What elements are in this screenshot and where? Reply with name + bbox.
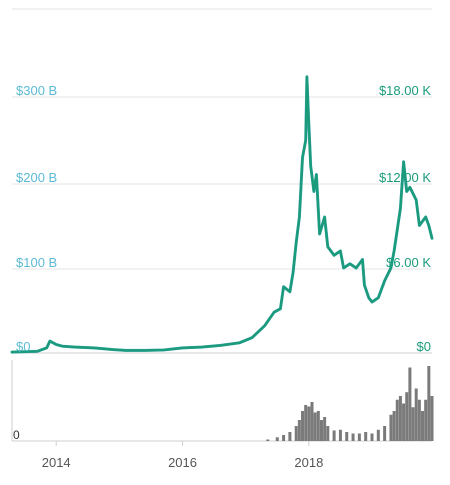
volume-bar <box>370 433 374 441</box>
volume-bar <box>319 420 323 441</box>
volume-bar <box>376 429 380 441</box>
volume-layer <box>266 366 434 441</box>
volume-bar <box>411 407 415 441</box>
volume-bar <box>345 432 349 441</box>
market-cap-line <box>10 75 434 354</box>
grid-layer <box>11 96 432 446</box>
volume-bar <box>421 411 425 441</box>
volume-bar <box>316 411 320 441</box>
left-tick-label: $200 B <box>16 170 57 185</box>
volume-bar <box>338 429 342 441</box>
volume-bar <box>414 388 418 441</box>
volume-bar <box>408 367 412 441</box>
volume-bar <box>313 412 317 441</box>
price-line <box>10 75 434 354</box>
volume-bar <box>395 399 399 441</box>
x-tick-label: 2018 <box>294 455 323 470</box>
volume-bar <box>402 403 406 441</box>
right-tick-label: $0 <box>417 339 431 354</box>
volume-bar <box>282 435 286 441</box>
volume-bar <box>398 396 402 441</box>
volume-bar <box>405 392 409 441</box>
volume-bar <box>351 433 355 441</box>
left-tick-label: $300 B <box>16 83 57 98</box>
left-tick-label: $0 <box>16 339 30 354</box>
volume-bar <box>427 366 431 441</box>
volume-bar <box>332 430 336 441</box>
series-layer <box>10 75 434 354</box>
label-layer: $0 $0 $100 B $6.00 K $200 B $12.00 K $300 B $18… <box>13 83 431 470</box>
volume-bar <box>304 405 308 441</box>
right-tick-label: $18.00 K <box>379 83 431 98</box>
x-tick-label: 2016 <box>168 455 197 470</box>
volume-bar <box>288 432 292 441</box>
right-tick-label: $12.00 K <box>379 170 431 185</box>
volume-bar <box>364 432 368 441</box>
volume-bar <box>266 439 270 441</box>
volume-tick-label: 0 <box>13 428 20 442</box>
x-tick-label: 2014 <box>42 455 71 470</box>
volume-bar <box>275 437 279 441</box>
volume-bar <box>383 426 387 441</box>
volume-bar <box>417 399 421 441</box>
volume-bar <box>307 406 311 441</box>
volume-bar <box>357 433 361 441</box>
left-tick-label: $100 B <box>16 255 57 270</box>
volume-bar <box>301 411 305 441</box>
volume-bar <box>424 399 428 441</box>
volume-bar <box>297 420 301 441</box>
volume-bar <box>310 402 314 441</box>
volume-bar <box>326 426 330 441</box>
volume-bar <box>389 414 393 441</box>
volume-bar <box>392 411 396 441</box>
volume-bar <box>430 396 434 441</box>
volume-bar <box>294 426 298 441</box>
right-tick-label: $6.00 K <box>386 255 431 270</box>
volume-bar <box>323 417 327 441</box>
